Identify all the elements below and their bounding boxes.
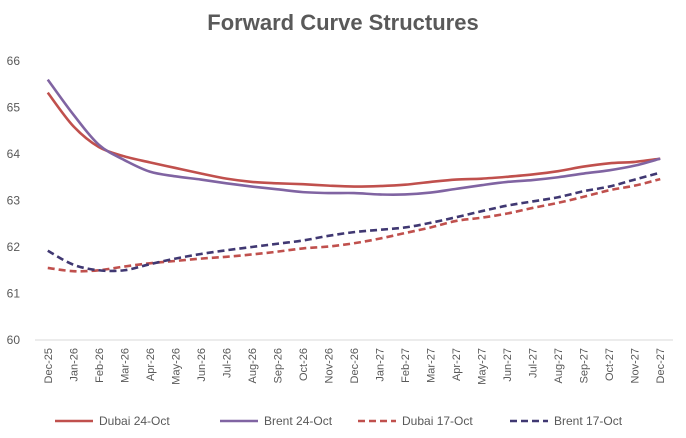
x-tick-label: Dec-25	[43, 348, 55, 383]
x-tick-label: Dec-26	[349, 348, 361, 383]
x-tick-label: Jun-27	[502, 348, 514, 382]
y-tick-label: 64	[7, 147, 21, 161]
legend-label: Dubai 17-Oct	[402, 414, 473, 428]
legend-label: Dubai 24-Oct	[99, 414, 170, 428]
x-tick-label: Sep-26	[272, 348, 284, 383]
y-tick-label: 66	[7, 54, 21, 68]
y-tick-label: 62	[7, 240, 21, 254]
x-tick-label: Jan-27	[375, 348, 387, 382]
x-tick-label: Feb-27	[400, 348, 412, 383]
x-tick-label: Oct-26	[298, 348, 310, 381]
x-tick-label: Mar-26	[119, 348, 131, 383]
y-tick-label: 60	[7, 333, 21, 347]
x-tick-label: Apr-26	[145, 348, 157, 381]
y-tick-label: 65	[7, 101, 21, 115]
x-tick-label: Oct-27	[604, 348, 616, 381]
series-line-2	[47, 177, 661, 273]
x-tick-label: Jun-26	[196, 348, 208, 382]
x-tick-label: Apr-27	[451, 348, 463, 381]
x-tick-label: Nov-27	[630, 348, 642, 383]
x-tick-label: May-27	[477, 348, 489, 385]
x-tick-label: Feb-26	[94, 348, 106, 383]
y-tick-label: 63	[7, 194, 21, 208]
series-line-0	[46, 91, 661, 188]
series-line-1	[46, 78, 661, 196]
x-tick-label: Jan-26	[68, 348, 80, 382]
x-tick-label: Dec-27	[655, 348, 667, 383]
y-tick-label: 61	[7, 287, 21, 301]
x-tick-label: Mar-27	[426, 348, 438, 383]
series-line-3	[47, 171, 661, 273]
legend-label: Brent 17-Oct	[554, 414, 623, 428]
x-tick-label: Sep-27	[579, 348, 591, 383]
x-tick-label: Jul-26	[221, 348, 233, 378]
chart-title: Forward Curve Structures	[207, 10, 479, 35]
x-tick-label: Jul-27	[528, 348, 540, 378]
x-tick-label: Aug-27	[553, 348, 565, 383]
legend-label: Brent 24-Oct	[264, 414, 333, 428]
x-tick-label: Nov-26	[323, 348, 335, 383]
x-tick-label: Aug-26	[247, 348, 259, 383]
x-tick-label: May-26	[170, 348, 182, 385]
